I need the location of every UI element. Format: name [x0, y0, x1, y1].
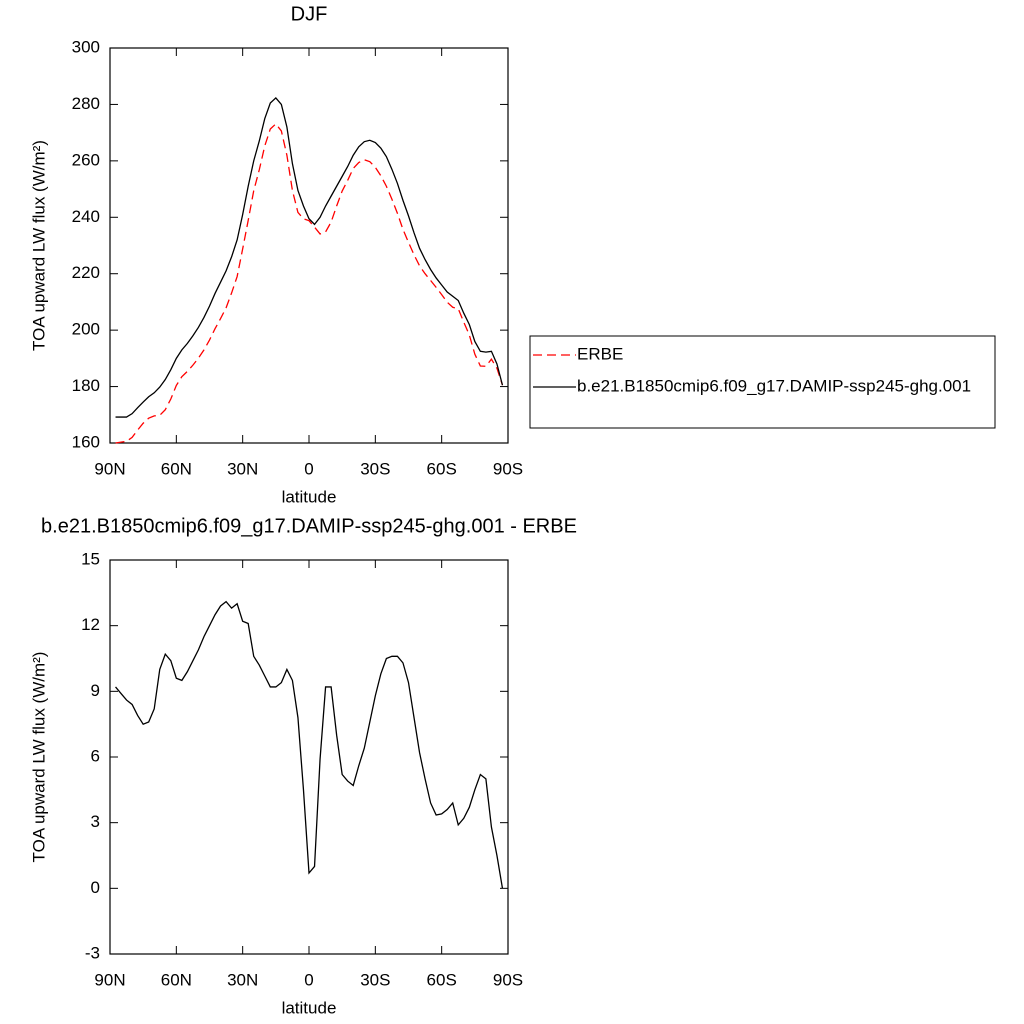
y-tick-label: 300 [72, 37, 100, 56]
y-tick-label: 200 [72, 320, 100, 339]
x-tick-label: 90N [94, 459, 125, 478]
y-tick-label: 160 [72, 432, 100, 451]
x-tick-label: 60S [427, 459, 457, 478]
plot-frame [109, 559, 509, 955]
x-tick-label: 90N [94, 970, 125, 989]
x-axis-label: latitude [282, 487, 337, 506]
y-tick-label: 220 [72, 263, 100, 282]
series-line [115, 122, 504, 444]
x-tick-label: 0 [304, 970, 313, 989]
chart-title: DJF [291, 3, 328, 25]
x-tick-label: 30S [360, 459, 390, 478]
legend-box [529, 335, 996, 429]
x-axis-label: latitude [282, 998, 337, 1017]
y-tick-label: 240 [72, 207, 100, 226]
x-tick-label: 30S [360, 970, 390, 989]
x-tick-label: 90S [493, 459, 523, 478]
y-tick-label: 15 [81, 549, 100, 568]
series-line [115, 97, 504, 418]
y-tick-label: 0 [91, 878, 100, 897]
y-tick-label: 9 [91, 681, 100, 700]
y-tick-label: 280 [72, 94, 100, 113]
y-axis-label: TOA upward LW flux (W/m²) [29, 652, 48, 863]
y-tick-label: 12 [81, 615, 100, 634]
y-axis-label: TOA upward LW flux (W/m²) [29, 140, 48, 351]
x-tick-label: 0 [304, 459, 313, 478]
plot-frame [109, 47, 509, 444]
legend-label: b.e21.B1850cmip6.f09_g17.DAMIP-ssp245-gh… [577, 376, 971, 395]
x-tick-label: 60N [161, 459, 192, 478]
series-line [115, 600, 504, 889]
chart-title: b.e21.B1850cmip6.f09_g17.DAMIP-ssp245-gh… [41, 515, 577, 537]
x-tick-label: 60S [427, 970, 457, 989]
x-tick-label: 90S [493, 970, 523, 989]
y-tick-label: 180 [72, 376, 100, 395]
legend-label: ERBE [577, 344, 623, 363]
y-tick-label: 3 [91, 812, 100, 831]
x-tick-label: 30N [227, 459, 258, 478]
x-tick-label: 30N [227, 970, 258, 989]
x-tick-label: 60N [161, 970, 192, 989]
y-tick-label: 260 [72, 150, 100, 169]
y-tick-label: -3 [85, 943, 100, 962]
y-tick-label: 6 [91, 746, 100, 765]
